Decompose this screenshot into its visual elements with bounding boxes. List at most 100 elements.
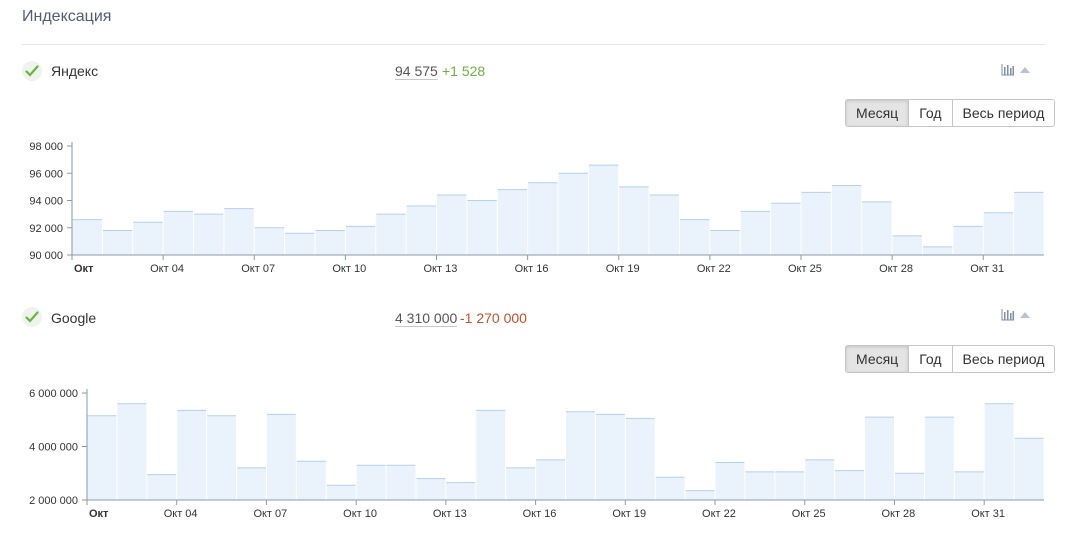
chart-bar bbox=[588, 165, 619, 255]
period-year-button[interactable]: Год bbox=[909, 100, 953, 126]
metric-value[interactable]: 94 575 bbox=[395, 63, 438, 80]
chart-bar bbox=[356, 465, 386, 500]
chart-bar bbox=[923, 246, 953, 255]
chart-bar bbox=[619, 186, 649, 255]
chart-bar bbox=[315, 230, 345, 255]
chart-bar bbox=[801, 192, 831, 255]
chart-bar bbox=[506, 467, 536, 500]
x-tick-label: Окт 28 bbox=[879, 263, 913, 275]
x-tick-label: Окт 10 bbox=[343, 508, 377, 520]
chart-bar bbox=[680, 219, 710, 255]
chart-bar bbox=[467, 200, 497, 255]
chart-bar bbox=[595, 414, 625, 500]
x-tick-label: Окт 22 bbox=[697, 263, 731, 275]
chart-bar bbox=[133, 222, 163, 255]
y-tick-label: 98 000 bbox=[29, 141, 63, 153]
chart-bar bbox=[745, 471, 775, 500]
chart-bar bbox=[528, 182, 558, 255]
chart-bar bbox=[446, 482, 476, 500]
chart-bar bbox=[835, 470, 865, 500]
chart-bar bbox=[406, 205, 436, 255]
y-tick-label: 90 000 bbox=[29, 250, 63, 262]
y-tick-label: 6 000 000 bbox=[29, 388, 78, 400]
chart-bar bbox=[194, 214, 224, 255]
chart-bar bbox=[1014, 192, 1044, 255]
chart-bar bbox=[685, 490, 715, 500]
x-tick-label: Окт 04 bbox=[164, 508, 198, 520]
chart-bar bbox=[147, 474, 177, 500]
chart-bar bbox=[831, 185, 862, 255]
chart-bar bbox=[254, 227, 285, 255]
yandex-chart: 90 000 92 000 94 000 96 000 98 000 Окт Окт 04 О… bbox=[29, 141, 1044, 275]
yandex-checkbox[interactable] bbox=[22, 61, 42, 81]
chart-bar bbox=[655, 477, 685, 500]
chart-bar bbox=[625, 418, 655, 500]
metric-delta: -1 270 000 bbox=[460, 310, 527, 326]
chart-bar bbox=[285, 233, 315, 255]
bar-chart-icon[interactable] bbox=[1001, 309, 1015, 321]
x-tick-label: Окт 07 bbox=[253, 508, 287, 520]
chart-bar bbox=[224, 208, 254, 255]
period-year-button[interactable]: Год bbox=[909, 346, 953, 372]
period-month-button[interactable]: Месяц bbox=[846, 100, 910, 126]
chart-bar bbox=[865, 417, 894, 500]
x-tick-label: Окт 19 bbox=[612, 508, 646, 520]
chart-bar bbox=[266, 414, 296, 500]
x-tick-label: Окт 10 bbox=[332, 263, 366, 275]
chart-bar bbox=[775, 471, 805, 500]
x-tick-label: Окт 19 bbox=[606, 263, 640, 275]
y-tick-label: 96 000 bbox=[29, 168, 63, 180]
metric-value[interactable]: 4 310 000 bbox=[395, 310, 458, 327]
y-tick-label: 2 000 000 bbox=[29, 495, 78, 507]
chart-bar bbox=[740, 211, 771, 255]
x-tick-label: Окт 13 bbox=[433, 508, 467, 520]
chart-bar bbox=[862, 201, 892, 255]
chart-bar bbox=[1014, 438, 1044, 500]
y-tick-label: 92 000 bbox=[29, 223, 63, 235]
chart-bar bbox=[805, 459, 835, 500]
y-tick-label: 4 000 000 bbox=[29, 442, 78, 454]
metric-delta: +1 528 bbox=[442, 63, 486, 79]
collapse-triangle-icon[interactable] bbox=[1020, 312, 1030, 318]
chart-bar bbox=[984, 403, 1014, 500]
chart-bar bbox=[924, 417, 954, 500]
google-checkbox[interactable] bbox=[22, 307, 42, 327]
chart-bar bbox=[386, 465, 416, 500]
chart-bar bbox=[163, 211, 193, 255]
chart-bar bbox=[497, 189, 528, 255]
chart-bar bbox=[649, 195, 679, 255]
chart-bar bbox=[102, 230, 133, 255]
chart-bar bbox=[558, 173, 588, 255]
chart-bar bbox=[892, 235, 922, 255]
period-month-button[interactable]: Месяц bbox=[846, 346, 910, 372]
y-tick-label: 94 000 bbox=[29, 196, 63, 208]
chart-bar bbox=[87, 415, 117, 500]
x-tick-label: Окт 31 bbox=[971, 508, 1005, 520]
chart-bar bbox=[416, 478, 446, 500]
period-selector: Месяц Год Весь период bbox=[845, 345, 1056, 373]
chart-bar bbox=[566, 411, 595, 500]
period-all-button[interactable]: Весь период bbox=[952, 100, 1055, 126]
x-tick-label: Окт 31 bbox=[970, 263, 1004, 275]
engine-name: Яндекс bbox=[51, 63, 99, 79]
x-tick-label: Окт 07 bbox=[241, 263, 275, 275]
chart-bar bbox=[326, 485, 356, 500]
chart-bar bbox=[536, 459, 565, 500]
chart-bar bbox=[953, 226, 983, 255]
chart-bar bbox=[894, 473, 924, 500]
x-tick-label: Окт 25 bbox=[792, 508, 826, 520]
x-tick-label: Окт 28 bbox=[881, 508, 915, 520]
page-title: Индексация bbox=[22, 8, 112, 25]
bar-chart-icon[interactable] bbox=[1001, 64, 1015, 76]
check-icon bbox=[25, 65, 39, 77]
chart-bar bbox=[954, 471, 984, 500]
period-all-button[interactable]: Весь период bbox=[952, 346, 1055, 372]
collapse-triangle-icon[interactable] bbox=[1020, 67, 1030, 73]
chart-bar bbox=[437, 195, 467, 255]
chart-bar bbox=[476, 410, 506, 500]
chart-bar bbox=[117, 403, 147, 500]
x-tick-label: Окт 25 bbox=[788, 263, 822, 275]
chart-bar bbox=[376, 214, 406, 255]
chart-bar bbox=[72, 219, 102, 255]
x-tick-label: Окт 16 bbox=[523, 508, 557, 520]
